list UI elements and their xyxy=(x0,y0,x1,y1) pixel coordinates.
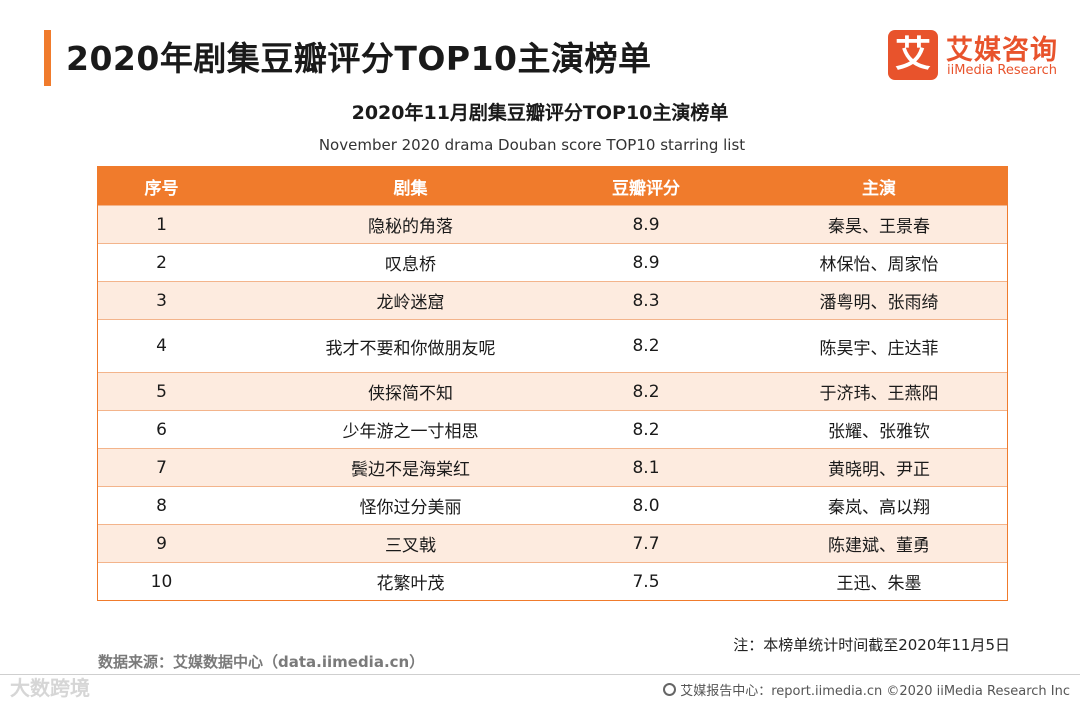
table-row: 5 侠探简不知 8.2 于济玮、王燕阳 xyxy=(98,372,1007,410)
cell-starring: 秦岚、高以翔 xyxy=(828,498,930,518)
cell-score: 8.3 xyxy=(632,290,660,311)
table-row: 2 叹息桥 8.9 林保怡、周家怡 xyxy=(98,243,1007,281)
cell-starring: 潘粤明、张雨绮 xyxy=(819,293,939,313)
cell-score: 8.0 xyxy=(632,495,660,516)
cell-starring: 陈昊宇、庄达菲 xyxy=(819,338,939,359)
cell-drama: 龙岭迷窟 xyxy=(376,293,445,313)
cell-drama: 怪你过分美丽 xyxy=(359,498,462,518)
cell-drama: 少年游之一寸相思 xyxy=(342,422,479,442)
cell-starring: 陈建斌、董勇 xyxy=(828,536,930,556)
logo-mark-icon: 艾 xyxy=(888,30,938,80)
table-row: 1 隐秘的角落 8.9 秦昊、王景春 xyxy=(98,205,1007,243)
header-drama: 剧集 xyxy=(393,178,428,199)
table-row: 4 我才不要和你做朋友呢 8.2 陈昊宇、庄达菲 xyxy=(98,319,1007,372)
table-body: 1 隐秘的角落 8.9 秦昊、王景春 2 叹息桥 8.9 林保怡、周家怡 3 龙岭迷窟 8.3 潘粤明… xyxy=(98,205,1007,600)
cell-drama: 三叉戟 xyxy=(385,536,436,556)
title-accent-bar xyxy=(44,30,51,86)
cell-rank: 5 xyxy=(156,381,167,402)
cell-score: 7.5 xyxy=(632,571,660,592)
watermark: 大数跨境 xyxy=(10,676,90,700)
table-row: 9 三叉戟 7.7 陈建斌、董勇 xyxy=(98,524,1007,562)
table-title: 2020年11月剧集豆瓣评分TOP10主演榜单 xyxy=(351,102,729,124)
cell-rank: 7 xyxy=(156,457,167,478)
cell-starring: 于济玮、王燕阳 xyxy=(819,384,939,404)
cell-score: 7.7 xyxy=(632,533,660,554)
header-rank: 序号 xyxy=(144,178,179,199)
cell-rank: 6 xyxy=(156,419,167,440)
header-score: 豆瓣评分 xyxy=(612,178,680,199)
cell-rank: 10 xyxy=(150,571,173,592)
cell-drama: 隐秘的角落 xyxy=(368,217,453,237)
cell-rank: 4 xyxy=(156,336,167,356)
cell-score: 8.9 xyxy=(632,252,660,273)
cell-starring: 秦昊、王景春 xyxy=(828,217,930,237)
cell-rank: 9 xyxy=(156,533,167,554)
cell-score: 8.2 xyxy=(632,336,660,356)
cell-starring: 张耀、张雅钦 xyxy=(828,422,930,442)
cell-starring: 王迅、朱墨 xyxy=(836,574,922,594)
footnote: 注：本榜单统计时间截至2020年11月5日 xyxy=(733,636,1010,654)
iimedia-logo: 艾 艾媒咨询 iiMedia Research xyxy=(888,26,1063,82)
cell-starring: 黄晓明、尹正 xyxy=(828,460,930,480)
page-title: 2020年剧集豆瓣评分TOP10主演榜单 xyxy=(66,39,652,78)
table-subtitle: November 2020 drama Douban score TOP10 s… xyxy=(318,136,746,154)
data-source: 数据来源：艾媒数据中心（data.iimedia.cn） xyxy=(98,653,425,671)
globe-icon xyxy=(663,683,677,696)
table-row: 10 花繁叶茂 7.5 王迅、朱墨 xyxy=(98,562,1007,600)
cell-drama: 侠探简不知 xyxy=(368,384,453,404)
cell-score: 8.1 xyxy=(632,457,660,478)
cell-drama: 我才不要和你做朋友呢 xyxy=(325,338,496,359)
cell-drama: 花繁叶茂 xyxy=(376,574,445,594)
table-row: 6 少年游之一寸相思 8.2 张耀、张雅钦 xyxy=(98,410,1007,448)
cell-rank: 2 xyxy=(156,252,167,273)
cell-starring: 林保怡、周家怡 xyxy=(819,255,939,275)
cell-rank: 1 xyxy=(156,214,167,235)
ranking-table: 序号 剧集 豆瓣评分 主演 1 隐秘的角落 8.9 秦昊、王景春 2 叹息桥 8.9 林保怡、… xyxy=(97,166,1008,601)
cell-rank: 3 xyxy=(156,290,167,311)
cell-score: 8.2 xyxy=(632,419,660,440)
logo-name-en: iiMedia Research xyxy=(947,63,1058,78)
cell-drama: 鬓边不是海棠红 xyxy=(351,460,470,480)
logo-name-cn: 艾媒咨询 xyxy=(946,35,1058,66)
header-starring: 主演 xyxy=(862,178,896,199)
table-row: 8 怪你过分美丽 8.0 秦岚、高以翔 xyxy=(98,486,1007,524)
footer-text: 艾媒报告中心：report.iimedia.cn ©2020 iiMedia R… xyxy=(680,684,1070,699)
cell-score: 8.2 xyxy=(632,381,660,402)
table-row: 3 龙岭迷窟 8.3 潘粤明、张雨绮 xyxy=(98,281,1007,319)
footer-divider xyxy=(0,674,1080,675)
cell-score: 8.9 xyxy=(632,214,660,235)
footer: 艾媒报告中心：report.iimedia.cn ©2020 iiMedia R… xyxy=(663,680,1070,699)
table-row: 7 鬓边不是海棠红 8.1 黄晓明、尹正 xyxy=(98,448,1007,486)
table-header-row: 序号 剧集 豆瓣评分 主演 xyxy=(98,167,1007,205)
cell-rank: 8 xyxy=(156,495,167,516)
cell-drama: 叹息桥 xyxy=(385,255,436,275)
